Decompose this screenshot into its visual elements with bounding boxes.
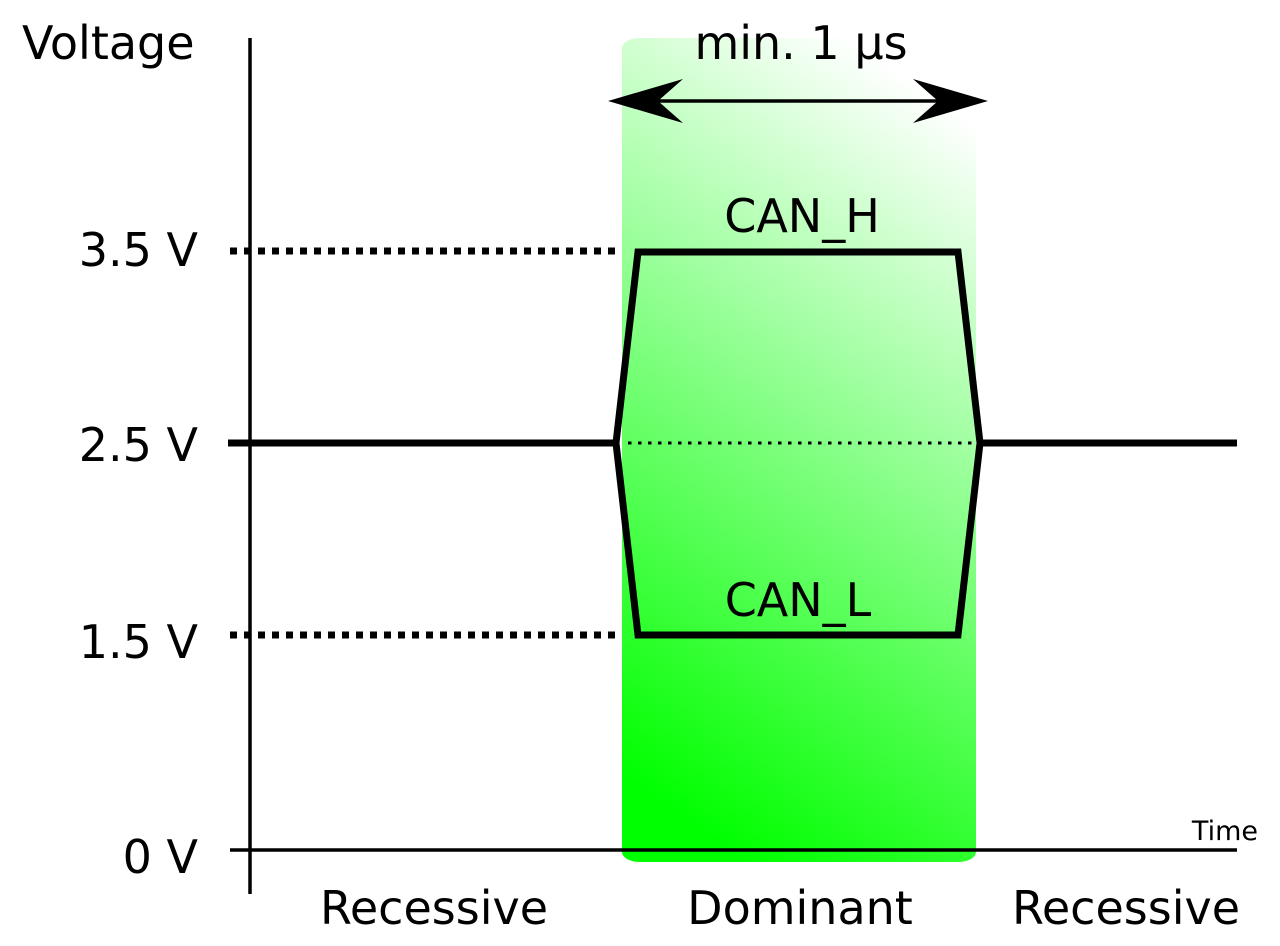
can-h-trace <box>612 248 984 444</box>
y-axis-label: Voltage <box>22 16 195 70</box>
can-h-label: CAN_H <box>724 189 880 243</box>
can-l-trace <box>612 442 984 639</box>
level-label-2v5: 2.5 V <box>79 418 199 472</box>
x-axis-label: Time <box>1191 816 1258 847</box>
can-l-label: CAN_L <box>725 573 872 627</box>
phase-label-recessive-right: Recessive <box>1012 881 1240 935</box>
phase-label-dominant: Dominant <box>687 881 913 935</box>
duration-arrow-head-right <box>913 79 988 123</box>
duration-arrow-head-left <box>608 79 683 123</box>
level-label-0v: 0 V <box>123 830 199 884</box>
phase-label-recessive-left: Recessive <box>320 881 548 935</box>
level-label-3v5: 3.5 V <box>79 223 199 277</box>
dominant-band <box>622 38 976 862</box>
level-label-1v5: 1.5 V <box>79 615 199 669</box>
duration-label: min. 1 µs <box>694 16 907 70</box>
